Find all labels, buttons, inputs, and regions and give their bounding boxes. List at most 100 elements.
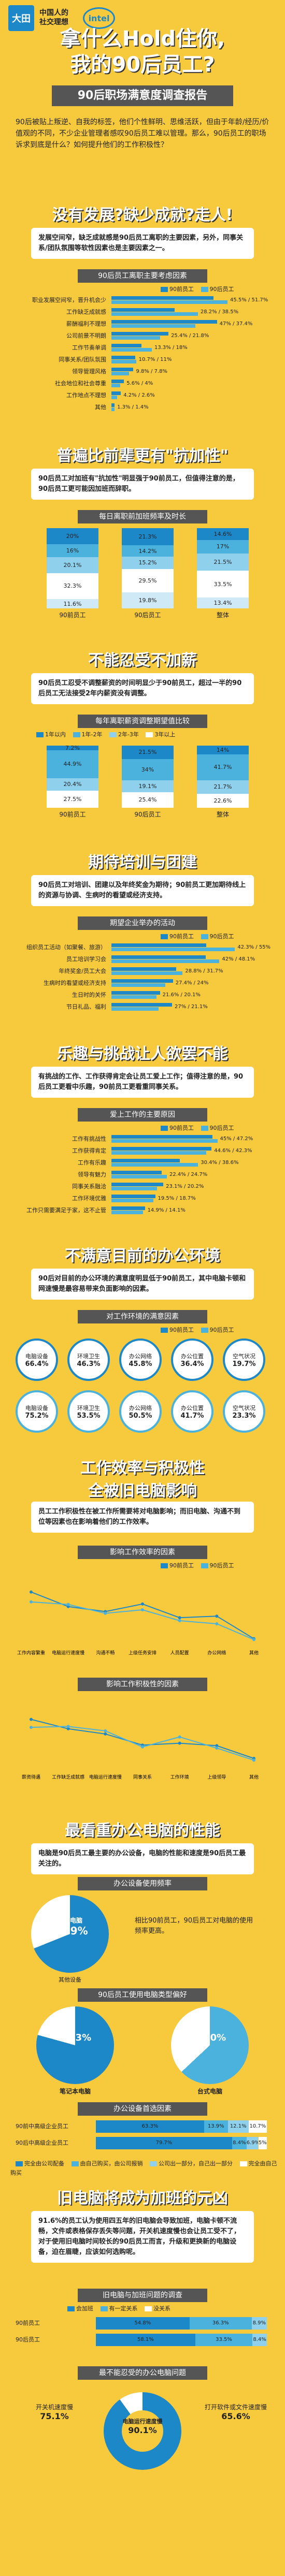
- series-line: [31, 1726, 254, 1761]
- section3-legend: 1年以内 1年-2年 2年-3年 3年以上: [31, 730, 175, 738]
- bar-value: 1.3% / 1.4%: [117, 404, 149, 410]
- bar-90after: [111, 1175, 167, 1178]
- section7-chart2: 薪资待遇 工作缺乏成就感 电脑运行速度慢 同事关系 工作环境 上级领导 其他: [22, 1718, 259, 1780]
- bar-90after: [111, 336, 161, 340]
- bar-value: 27.4% / 24%: [175, 980, 209, 986]
- pie2b-label: 台式电脑: [197, 2088, 222, 2095]
- stack-segment: 21.5%: [122, 746, 174, 759]
- x-tick-label: 工作环境: [170, 1774, 189, 1780]
- stack-segment: 20%: [47, 528, 98, 544]
- bar-90before: [111, 967, 176, 971]
- hstack-segment: 13.9%: [204, 2120, 228, 2133]
- bar-90before: [111, 391, 121, 395]
- stack-column: 20% 16% 20.1% 32.3% 11.6% 90前员工: [47, 528, 98, 619]
- hstack-segment: 36.3%: [189, 2317, 252, 2330]
- stack-column-label: 整体: [216, 811, 229, 818]
- section7-title: 工作效率与积极性 全被旧电脑影响: [0, 1455, 285, 1501]
- section7-chart1: 工作内容繁重 电脑运行速度慢 沟通不畅 上级任务安排 人员配置 办公网络 其他: [17, 1590, 259, 1656]
- bar-90after: [111, 983, 165, 987]
- slogan-line-2: 社交理想: [39, 18, 68, 26]
- bar-90before: [111, 979, 173, 983]
- bar-90after: [111, 384, 121, 387]
- hstack-segment: 63.3%: [96, 2120, 204, 2133]
- bar-label: 工作节奏单调: [72, 344, 106, 351]
- slogan-line-1: 中国人的: [39, 9, 68, 17]
- section2-chart-title: 每日离职前加班频率及时长: [78, 510, 207, 523]
- pie-laptop: [36, 2006, 114, 2084]
- stack-segment: 15.2%: [122, 557, 174, 569]
- circle-value: 19.7%: [232, 1360, 256, 1368]
- circle-stat: 电脑设备 75.2%: [16, 1390, 58, 1433]
- circle-label: 电脑设备: [25, 1352, 48, 1360]
- donut-side-2: 打开软件或文件速度慢 65.6%: [204, 2404, 267, 2421]
- bar-90before: [111, 1206, 145, 1210]
- x-tick-label: 电脑运行速度慢: [52, 1650, 84, 1656]
- bar-row: 领导管理风格 9.8% / 7.8%: [16, 367, 275, 377]
- circle-value: 23.3%: [232, 1411, 256, 1420]
- circle-label: 办公网络: [129, 1352, 152, 1360]
- stack-segment: 34%: [122, 759, 174, 780]
- section4-title: 期待培训与团建: [88, 853, 197, 871]
- section8-callout: 电脑是90后员工最主要的办公设备，电脑的性能和速度是90后员工最关注的。: [31, 1843, 254, 1874]
- stack-column: 21.5% 34% 19.1% 25.4% 90后员工: [122, 746, 174, 818]
- hstack-segment: 6.9%: [246, 2137, 259, 2149]
- section3-stacked-chart: 7.2% 44.9% 20.4% 27.5% 90前员工 21.5% 34% 19.1% 25.…: [31, 745, 254, 823]
- bar-label: 职业发展空间窄，晋升机会少: [32, 297, 106, 303]
- section9-title: 旧电脑将成为加班的元凶: [57, 2189, 228, 2207]
- circle-value: 36.4%: [180, 1360, 204, 1368]
- bar-value: 30.4% / 38.6%: [201, 1160, 239, 1166]
- stack-segment: 20.4%: [47, 778, 98, 791]
- hstack-segment: 8.9%: [251, 2317, 267, 2330]
- bar-label: 工作环境优雅: [72, 1195, 106, 1202]
- section2-stacked-chart: 20% 16% 20.1% 32.3% 11.6% 90前员工 21.3% 14.2% 15.2…: [31, 528, 254, 621]
- section6-callout: 90后对目前的办公环境的满意度明显低于90前员工，其中电脑卡顿和网速慢是最容易带…: [31, 1269, 254, 1300]
- circle-stat: 环境卫生 53.5%: [67, 1390, 110, 1433]
- section1-title: 没有发展?缺少成就?走人!: [52, 206, 233, 224]
- bar-row: 员工培训学习会 42% / 48.1%: [16, 954, 275, 965]
- bar-90before: [111, 296, 214, 300]
- bar-label: 领导有魅力: [78, 1171, 106, 1178]
- hstack-label: 90前中高级企业员工: [16, 2123, 68, 2130]
- stack-column: 14.6% 17% 21.5% 33.5% 13.4% 整体: [197, 528, 249, 619]
- intro-text: 90后被贴上叛逆、自我的标签，他们个性鲜明、思维活跃，但由于年龄/经历/价值观的…: [16, 118, 269, 149]
- bar-90after: [111, 300, 228, 304]
- stack-segment: 14.2%: [122, 545, 174, 557]
- bar-90after: [111, 971, 183, 975]
- hstack-segment: 33.5%: [195, 2334, 253, 2346]
- donut-center: 电脑运行速度慢 90.1%: [122, 2418, 163, 2435]
- donut-hole: [122, 2410, 163, 2452]
- stack-segment: 7.2%: [47, 745, 98, 751]
- bar-value: 19.5% / 18.7%: [158, 1196, 196, 1201]
- bar-90after: [111, 1163, 198, 1167]
- bar-90after: [111, 407, 115, 411]
- stack-segment: 41.7%: [197, 754, 249, 780]
- bar-90before: [111, 955, 206, 959]
- hstack-segment: 54.8%: [96, 2317, 190, 2330]
- bar-90before: [111, 320, 217, 324]
- section6-legend: 90前员工 90后员工: [155, 1326, 234, 1334]
- bar-90after: [111, 1139, 218, 1143]
- x-tick-label: 上级领导: [207, 1774, 226, 1780]
- donut-side-1: 开关机速度慢 75.1%: [35, 2404, 73, 2421]
- section6-title: 不满意目前的办公环境: [65, 1247, 220, 1265]
- pie1-note: 相比90前员工，90后员工对电脑的使用频率更高。: [135, 1917, 253, 1935]
- stack-column-label: 90后员工: [134, 811, 161, 818]
- stack-column-label: 整体: [216, 612, 229, 619]
- bar-value: 13.3% / 18%: [154, 345, 188, 351]
- intel-logo: intel: [83, 7, 115, 29]
- section8-chart2-title: 90后员工使用电脑类型偏好: [78, 1988, 207, 2002]
- bar-row: 工作有乐趣 30.4% / 38.6%: [16, 1158, 275, 1168]
- circle-stat: 环境卫生 46.3%: [67, 1338, 110, 1381]
- section8-title: 最看重办公电脑的性能: [65, 1822, 220, 1840]
- circle-value: 45.8%: [129, 1360, 152, 1368]
- circle-value: 41.7%: [180, 1411, 204, 1420]
- series-line: [31, 1719, 254, 1759]
- bar-90before: [111, 403, 115, 407]
- bar-value: 27% / 21.1%: [175, 1004, 208, 1010]
- bar-value: 42.3% / 55%: [237, 944, 271, 950]
- bar-90after: [111, 372, 129, 375]
- bar-row: 组织员工活动（如聚餐、旅游） 42.3% / 55%: [16, 942, 275, 953]
- bar-value: 4.2% / 2.6%: [123, 392, 155, 398]
- bar-row: 同事关系/团队氛围 10.7% / 11%: [16, 355, 275, 365]
- bar-label: 社会地位和社会尊重: [55, 380, 106, 387]
